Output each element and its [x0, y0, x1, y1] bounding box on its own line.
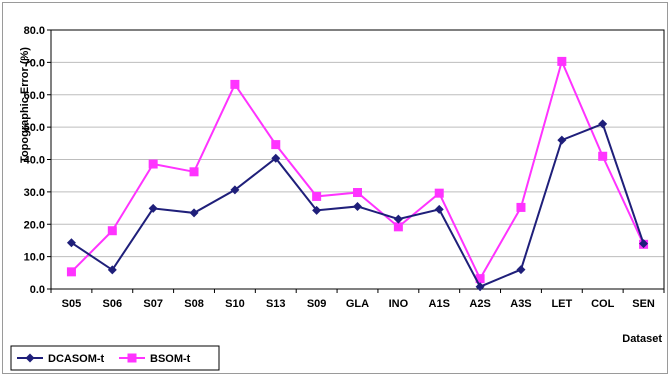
- legend-label: BSOM-t: [150, 353, 191, 365]
- data-point-dcasom-t: [434, 204, 444, 214]
- y-tick-label: 30.0: [24, 187, 45, 199]
- data-point-dcasom-t: [516, 265, 526, 275]
- data-point-bsom-t: [434, 188, 444, 198]
- chart-frame: 0.0 10.0 20.0 30.0 40.0 50.0 60.0 70.0 80.0 S05 S…: [2, 2, 668, 374]
- legend-item-bsom-t: BSOM-t: [119, 353, 191, 365]
- data-point-dcasom-t: [393, 214, 403, 224]
- legend-box: [10, 345, 220, 371]
- x-tick-label: A2S: [469, 298, 490, 310]
- y-axis-title: Topographic Error (%): [19, 47, 31, 163]
- data-point-dcasom-t: [598, 119, 608, 129]
- data-point-dcasom-t: [312, 205, 322, 215]
- series-dcasom-t: [66, 119, 649, 292]
- data-point-dcasom-t: [353, 201, 362, 211]
- data-point-dcasom-t: [475, 282, 485, 292]
- data-point-dcasom-t: [230, 185, 240, 195]
- x-tick-label: S06: [103, 298, 123, 310]
- legend: DCASOM-t BSOM-t: [10, 345, 220, 371]
- data-point-bsom-t: [189, 167, 199, 177]
- data-point-bsom-t: [230, 79, 240, 89]
- data-point-bsom-t: [312, 191, 322, 201]
- data-point-bsom-t: [107, 226, 117, 236]
- y-tick-label: 10.0: [24, 252, 45, 264]
- data-point-dcasom-t: [189, 208, 199, 218]
- x-tick-label: S10: [225, 298, 245, 310]
- x-tick-label: S13: [266, 298, 286, 310]
- x-tick-label: S08: [184, 298, 204, 310]
- series-layer: [66, 56, 649, 292]
- y-tick-label: 70.0: [24, 57, 45, 69]
- legend-item-dcasom-t: DCASOM-t: [17, 353, 105, 365]
- data-point-bsom-t: [598, 151, 608, 161]
- x-axis-title: Dataset: [622, 333, 662, 345]
- x-tick-label: COL: [591, 298, 615, 310]
- data-point-bsom-t: [271, 140, 281, 150]
- data-point-dcasom-t: [148, 203, 158, 213]
- y-tick-label: 40.0: [24, 155, 45, 167]
- data-point-bsom-t: [557, 56, 567, 66]
- x-tick-label: A3S: [510, 298, 531, 310]
- data-point-dcasom-t: [271, 153, 281, 163]
- x-axis-ticks: S05 S06 S07 S08 S10 S13 S09 GLA INO A1S A2S A3S LET C…: [50, 289, 665, 310]
- legend-label: DCASOM-t: [48, 353, 105, 365]
- data-point-dcasom-t: [639, 239, 649, 249]
- line-chart: 0.010.020.030.040.050.060.070.080.0 S05 S…: [10, 25, 665, 371]
- legend-marker: [25, 353, 35, 363]
- series-bsom-t: [66, 56, 649, 284]
- y-tick-label: 0.0: [30, 284, 45, 296]
- data-point-dcasom-t: [557, 135, 567, 145]
- y-tick-label: 60.0: [24, 90, 45, 102]
- y-tick-label: 20.0: [24, 219, 45, 231]
- y-tick-label: 50.0: [24, 122, 45, 134]
- legend-marker: [127, 353, 137, 363]
- data-point-dcasom-t: [107, 265, 117, 275]
- data-point-dcasom-t: [66, 238, 76, 248]
- x-tick-label: S07: [143, 298, 163, 310]
- data-point-bsom-t: [353, 188, 362, 198]
- x-tick-label: S09: [307, 298, 327, 310]
- data-point-bsom-t: [148, 159, 158, 169]
- data-point-bsom-t: [393, 222, 403, 232]
- x-tick-label: LET: [551, 298, 572, 310]
- x-tick-label: A1S: [429, 298, 450, 310]
- y-axis-ticks: 0.0 10.0 20.0 30.0 40.0 50.0 60.0 70.0 80.0: [24, 25, 51, 296]
- x-tick-label: SEN: [632, 298, 655, 310]
- data-point-bsom-t: [475, 274, 485, 284]
- series-line-bsom-t: [70, 58, 645, 281]
- y-tick-label: 80.0: [24, 25, 45, 37]
- x-tick-label: S05: [62, 298, 82, 310]
- x-tick-label: GLA: [346, 298, 369, 310]
- x-tick-label: INO: [389, 298, 409, 310]
- gridlines: [51, 29, 664, 290]
- data-point-bsom-t: [516, 202, 526, 212]
- data-point-bsom-t: [66, 267, 76, 277]
